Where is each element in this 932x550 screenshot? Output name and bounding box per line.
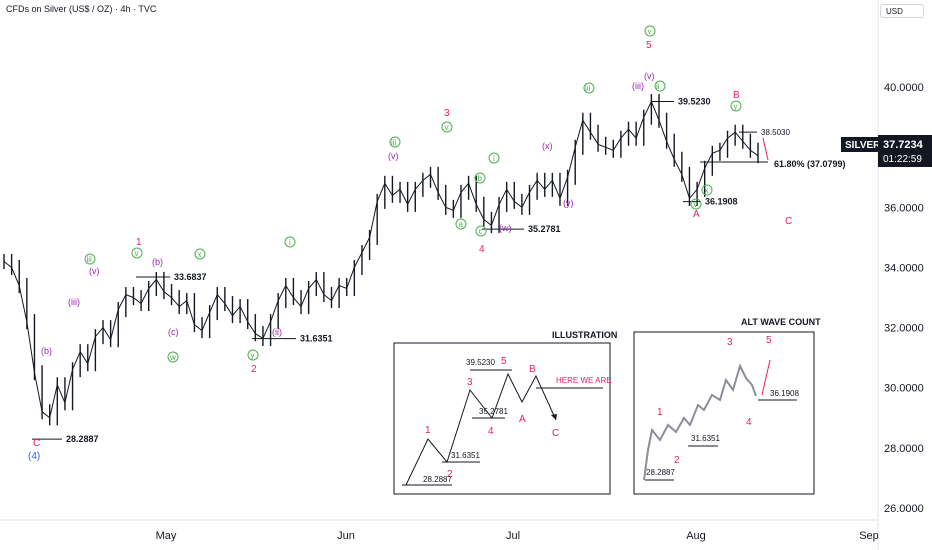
wave-label-iii-top: (iii): [632, 81, 644, 91]
level-label: 38.5030: [761, 128, 790, 137]
y-tick-label: 26.0000: [884, 503, 924, 515]
wave-label-v-sub: (v): [89, 266, 100, 276]
inset-illustration-title: ILLUSTRATION: [552, 330, 617, 340]
illus-wave-4: 4: [488, 426, 494, 437]
wave-label-c-low: (c): [168, 327, 179, 337]
wave-circle-i: i: [289, 238, 291, 247]
y-tick-label: 40.0000: [884, 82, 924, 94]
wave-circle-i-b: i: [493, 154, 495, 163]
wave-circle-ii: ii: [656, 82, 660, 91]
inset-alt-count: ALT WAVE COUNT 31.6351 28.2887 36.1908 1…: [633, 317, 821, 495]
level-label: 33.6837: [174, 272, 207, 282]
wave-label-x: (x): [542, 141, 553, 151]
alt-wave-3: 3: [727, 337, 733, 348]
x-tick-label: May: [156, 530, 177, 542]
alt-label-28: 28.2887: [646, 468, 675, 477]
illus-label-28: 28.2887: [423, 475, 452, 484]
y-tick-label: 30.0000: [884, 383, 924, 395]
wave-circle-w: w: [169, 353, 176, 362]
wave-label-y: (y): [563, 198, 574, 208]
level-label: 28.2887: [66, 434, 99, 444]
wave-circle-iii: iii: [87, 255, 93, 264]
level-label: 35.2781: [528, 224, 561, 234]
alt-wave-4: 4: [746, 417, 752, 428]
illus-wave-3: 3: [467, 377, 473, 388]
illus-wave-c: C: [552, 428, 559, 439]
illus-wave-2: 2: [447, 469, 453, 480]
price-line: [3, 100, 759, 419]
wave-label-ii-low: (ii): [272, 327, 282, 337]
x-tick-label: Aug: [686, 530, 706, 542]
wave-labels: C (4) 1 2 3 4 5 A B C (b) (iii) (v) (b) …: [28, 25, 792, 462]
wave-circle-v-d: v: [694, 200, 698, 209]
wave-label-5: 5: [646, 40, 652, 51]
wave-label-1: 1: [136, 237, 142, 248]
illus-wave-a: A: [519, 414, 526, 425]
wave-circle-x-b: x: [705, 186, 709, 195]
illus-label-35: 35.2781: [479, 407, 508, 416]
illus-here-we-are: HERE WE ARE: [556, 376, 612, 385]
x-tick-label: Jul: [506, 530, 520, 542]
wave-circle-v-c: v: [648, 27, 652, 36]
alt-label-36: 36.1908: [770, 389, 799, 398]
level-label: 31.6351: [300, 334, 333, 344]
fib-level: 61.80% (37.0799): [700, 137, 846, 169]
alt-wave-1: 1: [657, 407, 663, 418]
wave-circle-c: c: [479, 227, 483, 236]
wave-label-c: C: [33, 438, 40, 449]
wave-circle-v-b: v: [445, 123, 449, 132]
alt-wave-2: 2: [674, 455, 680, 466]
inset-illustration: ILLUSTRATION 39.5230 35.2781 31.6351 28.…: [393, 330, 617, 495]
y-tick-label: 28.0000: [884, 443, 924, 455]
wave-label-b: B: [733, 90, 740, 101]
wave-circle-b: b: [478, 174, 483, 183]
wave-circle-v: v: [135, 249, 139, 258]
wave-label-v-mid: (v): [388, 151, 399, 161]
current-price: 37.7234: [883, 139, 924, 151]
x-tick-label: Jun: [337, 530, 355, 542]
illus-label-39: 39.5230: [466, 358, 495, 367]
wave-circle-a: a: [459, 220, 464, 229]
y-tick-label: 36.0000: [884, 202, 924, 214]
level-label: 39.5230: [678, 96, 711, 106]
illus-label-31: 31.6351: [451, 451, 480, 460]
alt-price-path: [643, 363, 757, 481]
level-label: 36.1908: [705, 197, 738, 207]
wave-circle-y-b: y: [734, 102, 738, 111]
symbol-label: SILVER: [845, 140, 881, 151]
x-tick-label: Sep: [859, 530, 879, 542]
chart-title: CFDs on Silver (US$ / OZ) · 4h · TVC: [6, 4, 157, 14]
wave-circle-iii-b: iii: [391, 138, 397, 147]
wave-label-w: (w): [499, 223, 512, 233]
y-tick-label: 32.0000: [884, 323, 924, 335]
wave-label-4-paren: (4): [28, 451, 40, 462]
wave-label-b-top: (b): [152, 257, 163, 267]
wave-circle-iii-c: iii: [585, 84, 591, 93]
wave-label-a: A: [693, 209, 700, 220]
wave-label-c-target: C: [785, 216, 792, 227]
fib-label: 61.80% (37.0799): [774, 159, 846, 169]
wave-label-3: 3: [444, 108, 450, 119]
illus-wave-b: B: [529, 364, 536, 375]
y-tick-label: 34.0000: [884, 263, 924, 275]
wave-label-b-sub: (b): [41, 346, 52, 356]
inset-alt-title: ALT WAVE COUNT: [741, 317, 821, 327]
wave-label-iii-sub: (iii): [68, 297, 80, 307]
wave-circle-y: y: [251, 351, 255, 360]
wave-label-2: 2: [251, 364, 257, 375]
currency-selector[interactable]: USD: [880, 4, 924, 18]
alt-wave-5: 5: [766, 335, 772, 346]
wave-circle-x: x: [198, 250, 202, 259]
countdown-timer: 01:22:59: [883, 154, 922, 165]
illus-wave-1: 1: [425, 425, 431, 436]
alt-label-31: 31.6351: [691, 434, 720, 443]
wave-label-v-top: (v): [644, 71, 655, 81]
wave-label-4: 4: [479, 244, 485, 255]
illus-wave-5: 5: [501, 356, 507, 367]
price-badge: SILVER 37.7234 01:22:59: [841, 135, 932, 167]
